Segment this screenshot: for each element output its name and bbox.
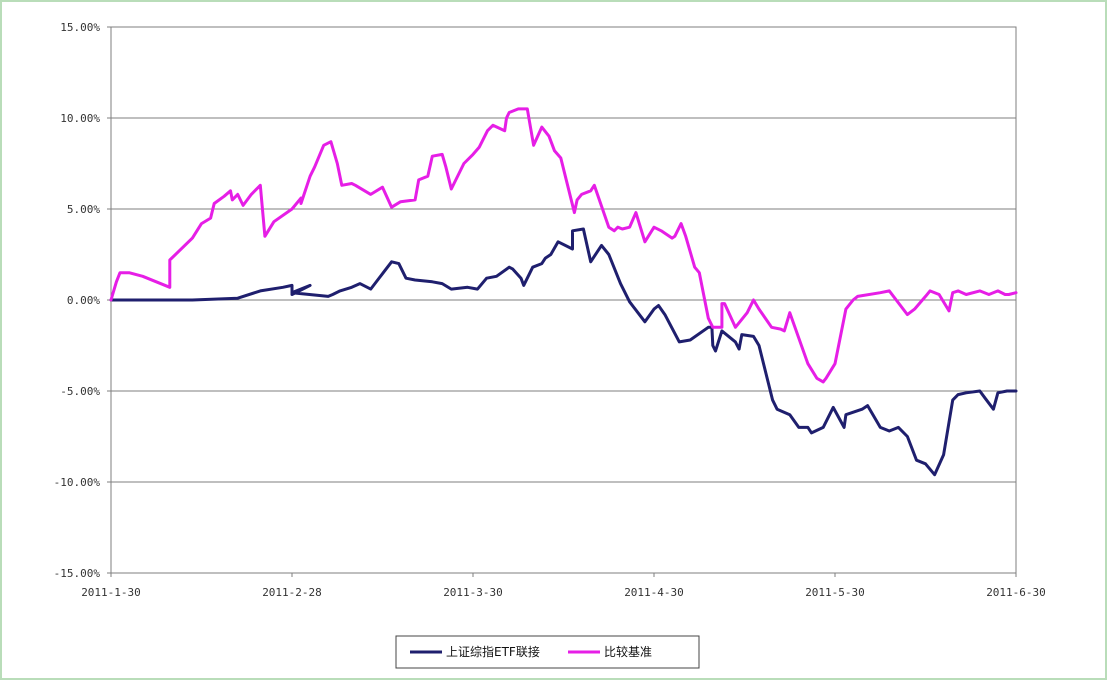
x-tick-label: 2011-6-30 <box>986 586 1046 599</box>
x-tick-label: 2011-1-30 <box>81 586 141 599</box>
series-line-2 <box>109 107 1018 384</box>
x-tick-label: 2011-5-30 <box>805 586 865 599</box>
y-tick-label: 5.00% <box>67 203 100 216</box>
y-tick-label: 0.00% <box>67 294 100 307</box>
y-tick-label: 10.00% <box>60 112 100 125</box>
legend-label: 比较基准 <box>604 644 652 659</box>
x-tick-label: 2011-4-30 <box>624 586 684 599</box>
legend: 上证综指ETF联接 比较基准 <box>395 635 700 669</box>
x-axis-ticks: 2011-1-30 2011-2-28 2011-3-30 2011-4-30 2011… <box>81 573 1046 599</box>
y-axis-ticks: 15.00% 10.00% 5.00% 0.00% -5.00% -10.00% -15.0… <box>54 21 111 580</box>
y-tick-label: -15.00% <box>54 567 101 580</box>
legend-box <box>395 635 700 669</box>
x-tick-label: 2011-3-30 <box>443 586 503 599</box>
y-tick-label: -10.00% <box>54 476 101 489</box>
series-line-1 <box>109 227 1018 477</box>
y-tick-label: 15.00% <box>60 21 100 34</box>
series-lines <box>109 107 1018 477</box>
legend-label: 上证综指ETF联接 <box>446 644 540 659</box>
x-tick-label: 2011-2-28 <box>262 586 322 599</box>
y-tick-label: -5.00% <box>60 385 100 398</box>
